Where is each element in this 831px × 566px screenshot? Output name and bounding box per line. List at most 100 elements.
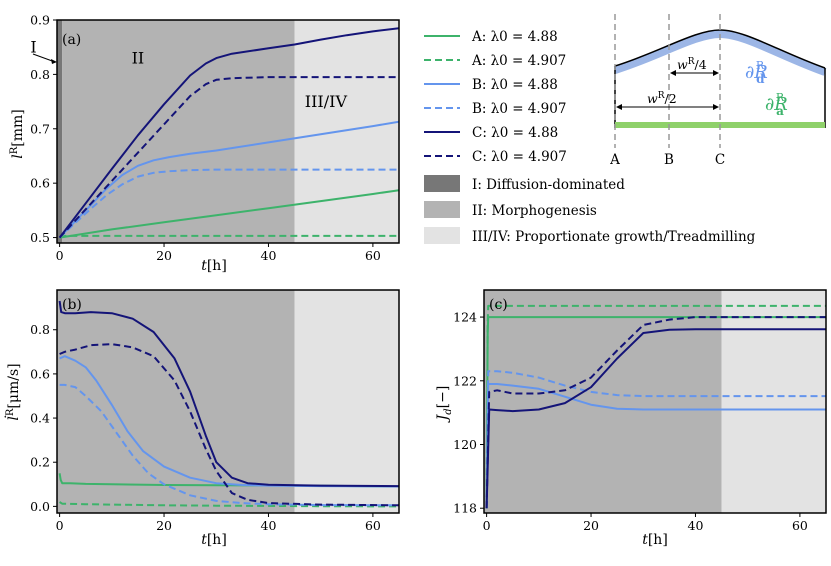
- series-line-B-solid: [59, 355, 399, 488]
- panel-a-series: [58, 27, 399, 239]
- y-tick-label: 0.9: [30, 13, 50, 28]
- schematic-wquarter-tail: /4: [694, 57, 706, 72]
- series-line-A-dashed: [59, 501, 399, 508]
- series-line-A-dashed: [59, 234, 399, 239]
- schematic-apical-sup: R: [776, 91, 785, 104]
- x-tick-label: 40: [261, 248, 277, 263]
- legend-region-swatch: [424, 175, 460, 192]
- y-tick-label: 0.5: [30, 230, 50, 245]
- schematic-whalf-label: wR/2: [647, 91, 677, 106]
- region-annotation-II: II: [132, 49, 145, 68]
- x-tick-label: 0: [483, 518, 491, 533]
- schematic-wquarter-head-right: [713, 70, 719, 76]
- schematic: A B C wR/4 wR/2 ∂RR d ∂RR a: [609, 14, 827, 168]
- series-line-A-dashed: [485, 304, 826, 509]
- region-II: [57, 290, 295, 513]
- legend-label: B: λ0 = 4.88: [472, 77, 558, 93]
- panel-b-label: (b): [62, 297, 82, 313]
- region-III-IV: [294, 20, 399, 243]
- region-III-IV: [721, 290, 826, 513]
- schematic-whalf-sup: R: [658, 91, 665, 101]
- x-tick-label: 60: [365, 518, 381, 533]
- y-tick-label: 124: [453, 310, 477, 325]
- panel-c: 0 20 40 60 118 120 122 124 (c) t[h] Jd[−]: [435, 289, 827, 548]
- schematic-wquarter-sup: R: [688, 57, 695, 67]
- panel-a-xticks: 0 20 40 60: [56, 243, 381, 263]
- legend-region-swatch: [424, 201, 460, 218]
- y-tick-label: 0.6: [30, 366, 50, 381]
- legend-region-label: III/IV: Proportionate growth/Treadmillin…: [472, 229, 756, 245]
- schematic-wquarter-w: w: [677, 57, 688, 72]
- x-tick-label: 0: [56, 248, 64, 263]
- panel-b-yticks: 0.0 0.2 0.4 0.6 0.8: [30, 322, 57, 514]
- panel-a-regions: [57, 20, 399, 243]
- series-line-B-dashed: [58, 168, 399, 239]
- region-III-IV: [294, 290, 399, 513]
- panel-c-label: (c): [489, 297, 508, 313]
- x-tick-label: 20: [156, 518, 172, 533]
- panel-a-label: (a): [62, 32, 81, 48]
- panel-c-yticks: 118 120 122 124: [453, 310, 484, 516]
- x-tick-label: 40: [688, 518, 704, 533]
- region-annotation-III-IV: III/IV: [305, 92, 348, 111]
- schematic-whalf-w: w: [647, 91, 658, 106]
- legend-region-label: II: Morphogenesis: [472, 203, 597, 219]
- panel-b-regions: [57, 290, 399, 513]
- x-tick-label: 40: [261, 518, 277, 533]
- y-tick-label: 118: [453, 501, 477, 516]
- schematic-point-A: A: [609, 152, 620, 168]
- legend-region-swatch: [424, 227, 460, 244]
- y-tick-label: 0.6: [30, 176, 50, 191]
- schematic-apical-label: ∂RR a: [765, 91, 788, 118]
- schematic-wquarter-head-left: [670, 70, 676, 76]
- y-tick-label: 0.8: [30, 67, 50, 82]
- x-tick-label: 60: [365, 248, 381, 263]
- panel-a-ylabel: lR[mm]: [9, 109, 26, 159]
- series-line-C-dashed: [58, 76, 399, 239]
- panel-a-xlabel: t[h]: [201, 258, 227, 274]
- y-tick-label: 0.2: [30, 455, 50, 470]
- annotation-arrow-I: [32, 53, 56, 63]
- y-tick-label: 0.4: [30, 411, 50, 426]
- legend-label: B: λ0 = 4.907: [472, 101, 566, 117]
- region-annotation-I: I: [30, 38, 36, 57]
- legend-region-label: I: Diffusion-dominated: [472, 177, 625, 193]
- series-line-C-dashed: [485, 316, 826, 509]
- panel-c-regions: [484, 290, 826, 513]
- series-line-B-dashed: [59, 383, 399, 507]
- panel-c-frame: [483, 289, 827, 514]
- panel-a-frame: [56, 19, 400, 244]
- series-line-C-dashed: [59, 343, 399, 507]
- series-line-C-solid: [58, 300, 399, 488]
- schematic-whalf-tail: /2: [664, 91, 676, 106]
- schematic-dorsal-main: ∂R: [745, 62, 768, 83]
- panel-c-xlabel: t[h]: [642, 532, 668, 548]
- panel-b-ylabel: l̇R[μm/s]: [4, 363, 22, 420]
- schematic-apical-sub: a: [776, 104, 784, 118]
- schematic-dorsal-sub: d: [756, 72, 765, 86]
- y-tick-label: 0.0: [30, 499, 50, 514]
- legend-label: A: λ0 = 4.88: [471, 29, 558, 45]
- schematic-dorsal-sup: R: [756, 59, 765, 72]
- schematic-whalf-head-left: [616, 104, 622, 110]
- region-II: [484, 290, 722, 513]
- schematic-whalf-head-right: [713, 104, 719, 110]
- panel-b-series: [58, 300, 399, 508]
- schematic-apical-main: ∂R: [765, 94, 788, 115]
- panel-b-xlabel: t[h]: [201, 532, 227, 548]
- series-line-C-solid: [485, 328, 826, 509]
- x-tick-label: 60: [792, 518, 808, 533]
- y-tick-label: 0.7: [30, 121, 50, 136]
- legend-label: A: λ0 = 4.907: [471, 53, 566, 69]
- legend: A: λ0 = 4.88 A: λ0 = 4.907 B: λ0 = 4.88 B: …: [424, 29, 756, 245]
- panel-a-yticks: 0.5 0.6 0.7 0.8 0.9: [30, 13, 57, 245]
- schematic-point-B: B: [664, 152, 674, 168]
- x-tick-label: 0: [56, 518, 64, 533]
- y-tick-label: 0.8: [30, 322, 50, 337]
- legend-label: C: λ0 = 4.88: [472, 125, 558, 141]
- panel-b: 0 20 40 60 0.0 0.2 0.4 0.6 0.8 (b) t[h] l̇R[μm/…: [4, 289, 400, 548]
- series-line-B-solid: [485, 383, 826, 509]
- series-line-C-solid: [58, 27, 399, 239]
